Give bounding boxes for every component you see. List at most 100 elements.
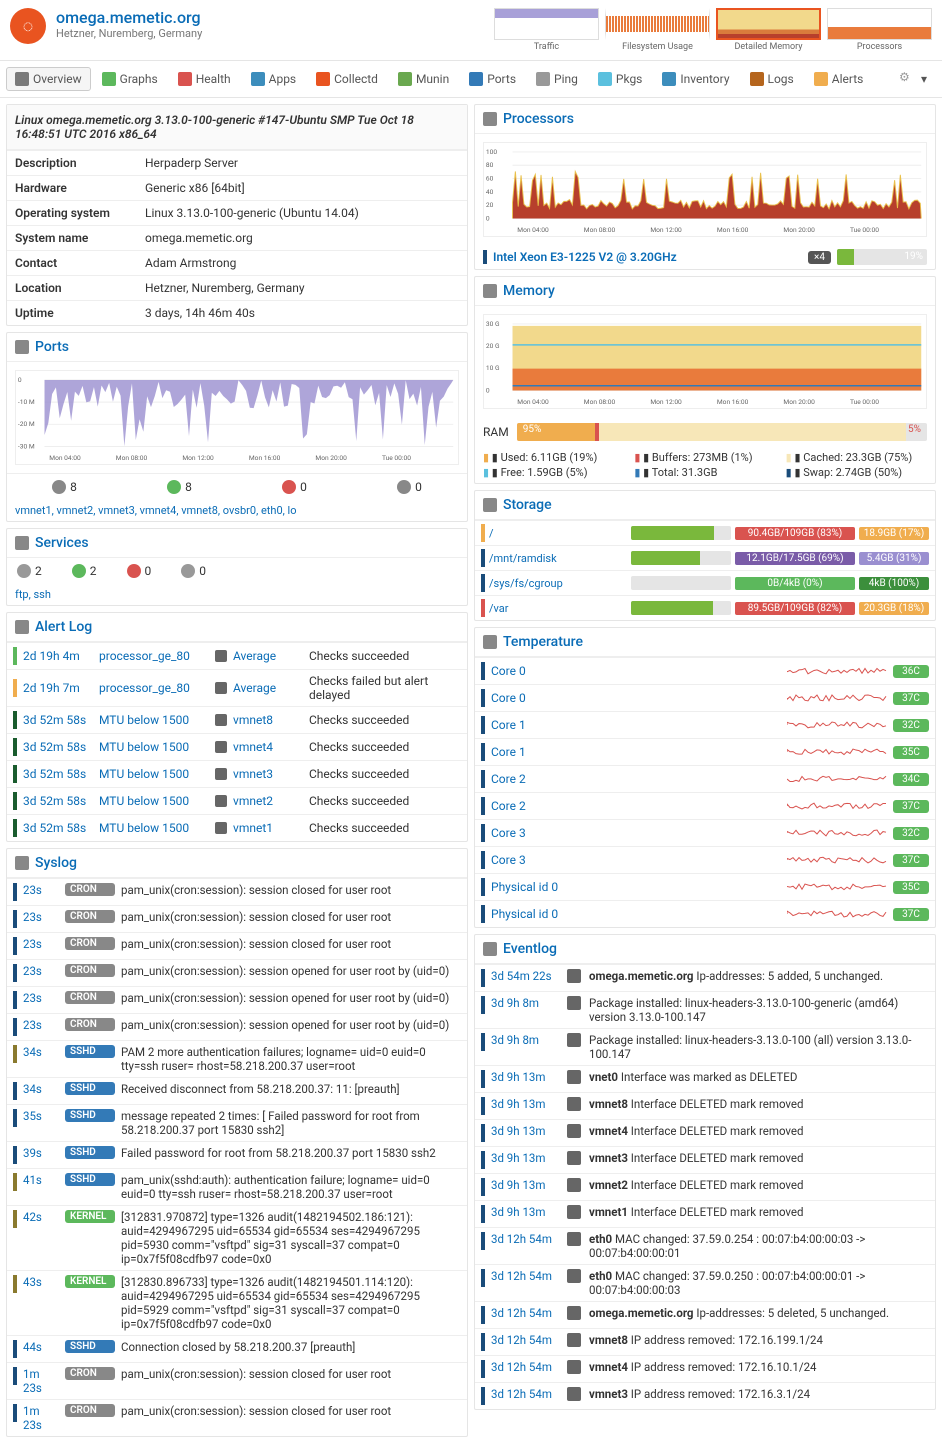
event-time[interactable]: 3d 9h 13m xyxy=(491,1151,561,1165)
alert-name[interactable]: MTU below 1500 xyxy=(99,740,209,754)
nav-alerts[interactable]: Alerts xyxy=(805,67,873,91)
settings-gear[interactable]: ⚙ ▾ xyxy=(890,65,936,93)
event-time[interactable]: 3d 12h 54m xyxy=(491,1306,561,1320)
alert-target[interactable]: vmnet2 xyxy=(233,794,303,808)
alert-time[interactable]: 3d 52m 58s xyxy=(23,794,93,808)
syslog-row[interactable]: 34s SSHD PAM 2 more authentication failu… xyxy=(7,1040,467,1077)
syslog-time[interactable]: 42s xyxy=(23,1210,59,1224)
temp-row[interactable]: Physical id 0 35C xyxy=(475,873,935,900)
temp-name[interactable]: Physical id 0 xyxy=(491,907,781,921)
alert-time[interactable]: 3d 52m 58s xyxy=(23,767,93,781)
alert-time[interactable]: 2d 19h 4m xyxy=(23,649,93,663)
syslog-row[interactable]: 41s SSHD pam_unix(sshd:auth): authentica… xyxy=(7,1168,467,1205)
alert-target[interactable]: vmnet4 xyxy=(233,740,303,754)
event-row[interactable]: 3d 9h 8m Package installed: linux-header… xyxy=(475,991,935,1028)
cpu-name[interactable]: Intel Xeon E3-1225 V2 @ 3.20GHz xyxy=(483,250,802,264)
temp-name[interactable]: Core 3 xyxy=(491,826,781,840)
event-row[interactable]: 3d 9h 13m vmnet2 Interface DELETED mark … xyxy=(475,1173,935,1200)
event-row[interactable]: 3d 9h 13m vnet0 Interface was marked as … xyxy=(475,1065,935,1092)
temp-row[interactable]: Core 3 32C xyxy=(475,819,935,846)
alert-row[interactable]: 3d 52m 58s MTU below 1500 vmnet2 Checks … xyxy=(7,787,467,814)
temp-row[interactable]: Core 0 37C xyxy=(475,684,935,711)
nav-ping[interactable]: Ping xyxy=(527,67,587,91)
temp-row[interactable]: Core 3 37C xyxy=(475,846,935,873)
nav-logs[interactable]: Logs xyxy=(741,67,803,91)
alert-target[interactable]: vmnet8 xyxy=(233,713,303,727)
temp-name[interactable]: Core 2 xyxy=(491,799,781,813)
event-time[interactable]: 3d 12h 54m xyxy=(491,1269,561,1283)
alert-row[interactable]: 3d 52m 58s MTU below 1500 vmnet1 Checks … xyxy=(7,814,467,841)
alert-row[interactable]: 3d 52m 58s MTU below 1500 vmnet4 Checks … xyxy=(7,733,467,760)
event-row[interactable]: 3d 9h 13m vmnet8 Interface DELETED mark … xyxy=(475,1092,935,1119)
mini-chart-traffic[interactable]: Traffic xyxy=(494,8,599,52)
event-row[interactable]: 3d 54m 22s omega.memetic.org Ip-addresse… xyxy=(475,964,935,991)
alert-name[interactable]: MTU below 1500 xyxy=(99,821,209,835)
nav-graphs[interactable]: Graphs xyxy=(93,67,167,91)
alert-row[interactable]: 2d 19h 4m processor_ge_80 Average Checks… xyxy=(7,642,467,669)
alert-row[interactable]: 3d 52m 58s MTU below 1500 vmnet3 Checks … xyxy=(7,760,467,787)
alert-name[interactable]: MTU below 1500 xyxy=(99,767,209,781)
storage-row[interactable]: / 90.4GB/109GB (83%) 18.9GB (17%) xyxy=(475,520,935,545)
temp-name[interactable]: Core 0 xyxy=(491,664,781,678)
temp-name[interactable]: Core 1 xyxy=(491,745,781,759)
syslog-row[interactable]: 23s CRON pam_unix(cron:session): session… xyxy=(7,932,467,959)
storage-row[interactable]: /mnt/ramdisk 12.1GB/17.5GB (69%) 5.4GB (… xyxy=(475,545,935,570)
storage-name[interactable]: /var xyxy=(489,602,627,615)
event-row[interactable]: 3d 9h 13m vmnet4 Interface DELETED mark … xyxy=(475,1119,935,1146)
nav-pkgs[interactable]: Pkgs xyxy=(589,67,651,91)
syslog-row[interactable]: 23s CRON pam_unix(cron:session): session… xyxy=(7,878,467,905)
event-time[interactable]: 3d 9h 13m xyxy=(491,1205,561,1219)
storage-row[interactable]: /var 89.5GB/109GB (82%) 20.3GB (18%) xyxy=(475,595,935,620)
syslog-row[interactable]: 23s CRON pam_unix(cron:session): session… xyxy=(7,1013,467,1040)
temp-row[interactable]: Core 1 32C xyxy=(475,711,935,738)
alert-target[interactable]: vmnet3 xyxy=(233,767,303,781)
nav-collectd[interactable]: Collectd xyxy=(307,67,387,91)
syslog-row[interactable]: 34s SSHD Received disconnect from 58.218… xyxy=(7,1077,467,1104)
ports-chart[interactable]: 0-10 M-20 M-30 MMon 04:00Mon 08:00Mon 12… xyxy=(15,370,459,465)
event-row[interactable]: 3d 12h 54m eth0 MAC changed: 37.59.0.254… xyxy=(475,1227,935,1264)
syslog-row[interactable]: 35s SSHD message repeated 2 times: [ Fai… xyxy=(7,1104,467,1141)
syslog-row[interactable]: 42s KERNEL [312831.970872] type=1326 aud… xyxy=(7,1205,467,1270)
syslog-time[interactable]: 34s xyxy=(23,1082,59,1096)
nav-apps[interactable]: Apps xyxy=(242,67,306,91)
syslog-time[interactable]: 1m 23s xyxy=(23,1367,59,1395)
syslog-row[interactable]: 23s CRON pam_unix(cron:session): session… xyxy=(7,905,467,932)
alert-target[interactable]: Average xyxy=(233,681,303,695)
event-time[interactable]: 3d 12h 54m xyxy=(491,1360,561,1374)
services-links[interactable]: ftp, ssh xyxy=(7,584,467,605)
syslog-row[interactable]: 1m 23s CRON pam_unix(cron:session): sess… xyxy=(7,1399,467,1436)
alert-target[interactable]: Average xyxy=(233,649,303,663)
syslog-row[interactable]: 43s KERNEL [312830.896733] type=1326 aud… xyxy=(7,1270,467,1335)
temp-row[interactable]: Core 2 37C xyxy=(475,792,935,819)
temp-row[interactable]: Core 0 36C xyxy=(475,657,935,684)
syslog-time[interactable]: 23s xyxy=(23,991,59,1005)
storage-row[interactable]: /sys/fs/cgroup 0B/4kB (0%) 4kB (100%) xyxy=(475,570,935,595)
event-row[interactable]: 3d 9h 13m vmnet1 Interface DELETED mark … xyxy=(475,1200,935,1227)
syslog-row[interactable]: 44s SSHD Connection closed by 58.218.200… xyxy=(7,1335,467,1362)
event-time[interactable]: 3d 9h 8m xyxy=(491,1033,561,1047)
mini-chart-detailed-memory[interactable]: Detailed Memory xyxy=(716,8,821,52)
nav-munin[interactable]: Munin xyxy=(389,67,458,91)
syslog-row[interactable]: 39s SSHD Failed password for root from 5… xyxy=(7,1141,467,1168)
event-row[interactable]: 3d 12h 54m eth0 MAC changed: 37.59.0.250… xyxy=(475,1264,935,1301)
syslog-row[interactable]: 1m 23s CRON pam_unix(cron:session): sess… xyxy=(7,1362,467,1399)
storage-name[interactable]: /mnt/ramdisk xyxy=(489,552,627,565)
temp-name[interactable]: Core 2 xyxy=(491,772,781,786)
event-time[interactable]: 3d 9h 13m xyxy=(491,1070,561,1084)
event-row[interactable]: 3d 9h 8m Package installed: linux-header… xyxy=(475,1028,935,1065)
event-time[interactable]: 3d 9h 8m xyxy=(491,996,561,1010)
nav-ports[interactable]: Ports xyxy=(460,67,525,91)
alert-time[interactable]: 3d 52m 58s xyxy=(23,821,93,835)
syslog-row[interactable]: 23s CRON pam_unix(cron:session): session… xyxy=(7,959,467,986)
hostname[interactable]: omega.memetic.org xyxy=(56,8,202,27)
syslog-time[interactable]: 34s xyxy=(23,1045,59,1059)
mini-chart-processors[interactable]: Processors xyxy=(827,8,932,52)
syslog-time[interactable]: 23s xyxy=(23,964,59,978)
ports-links[interactable]: vmnet1, vmnet2, vmnet3, vmnet4, vmnet8, … xyxy=(7,500,467,521)
event-time[interactable]: 3d 9h 13m xyxy=(491,1124,561,1138)
syslog-time[interactable]: 39s xyxy=(23,1146,59,1160)
temp-name[interactable]: Core 1 xyxy=(491,718,781,732)
storage-name[interactable]: /sys/fs/cgroup xyxy=(489,577,627,590)
syslog-time[interactable]: 41s xyxy=(23,1173,59,1187)
syslog-time[interactable]: 44s xyxy=(23,1340,59,1354)
